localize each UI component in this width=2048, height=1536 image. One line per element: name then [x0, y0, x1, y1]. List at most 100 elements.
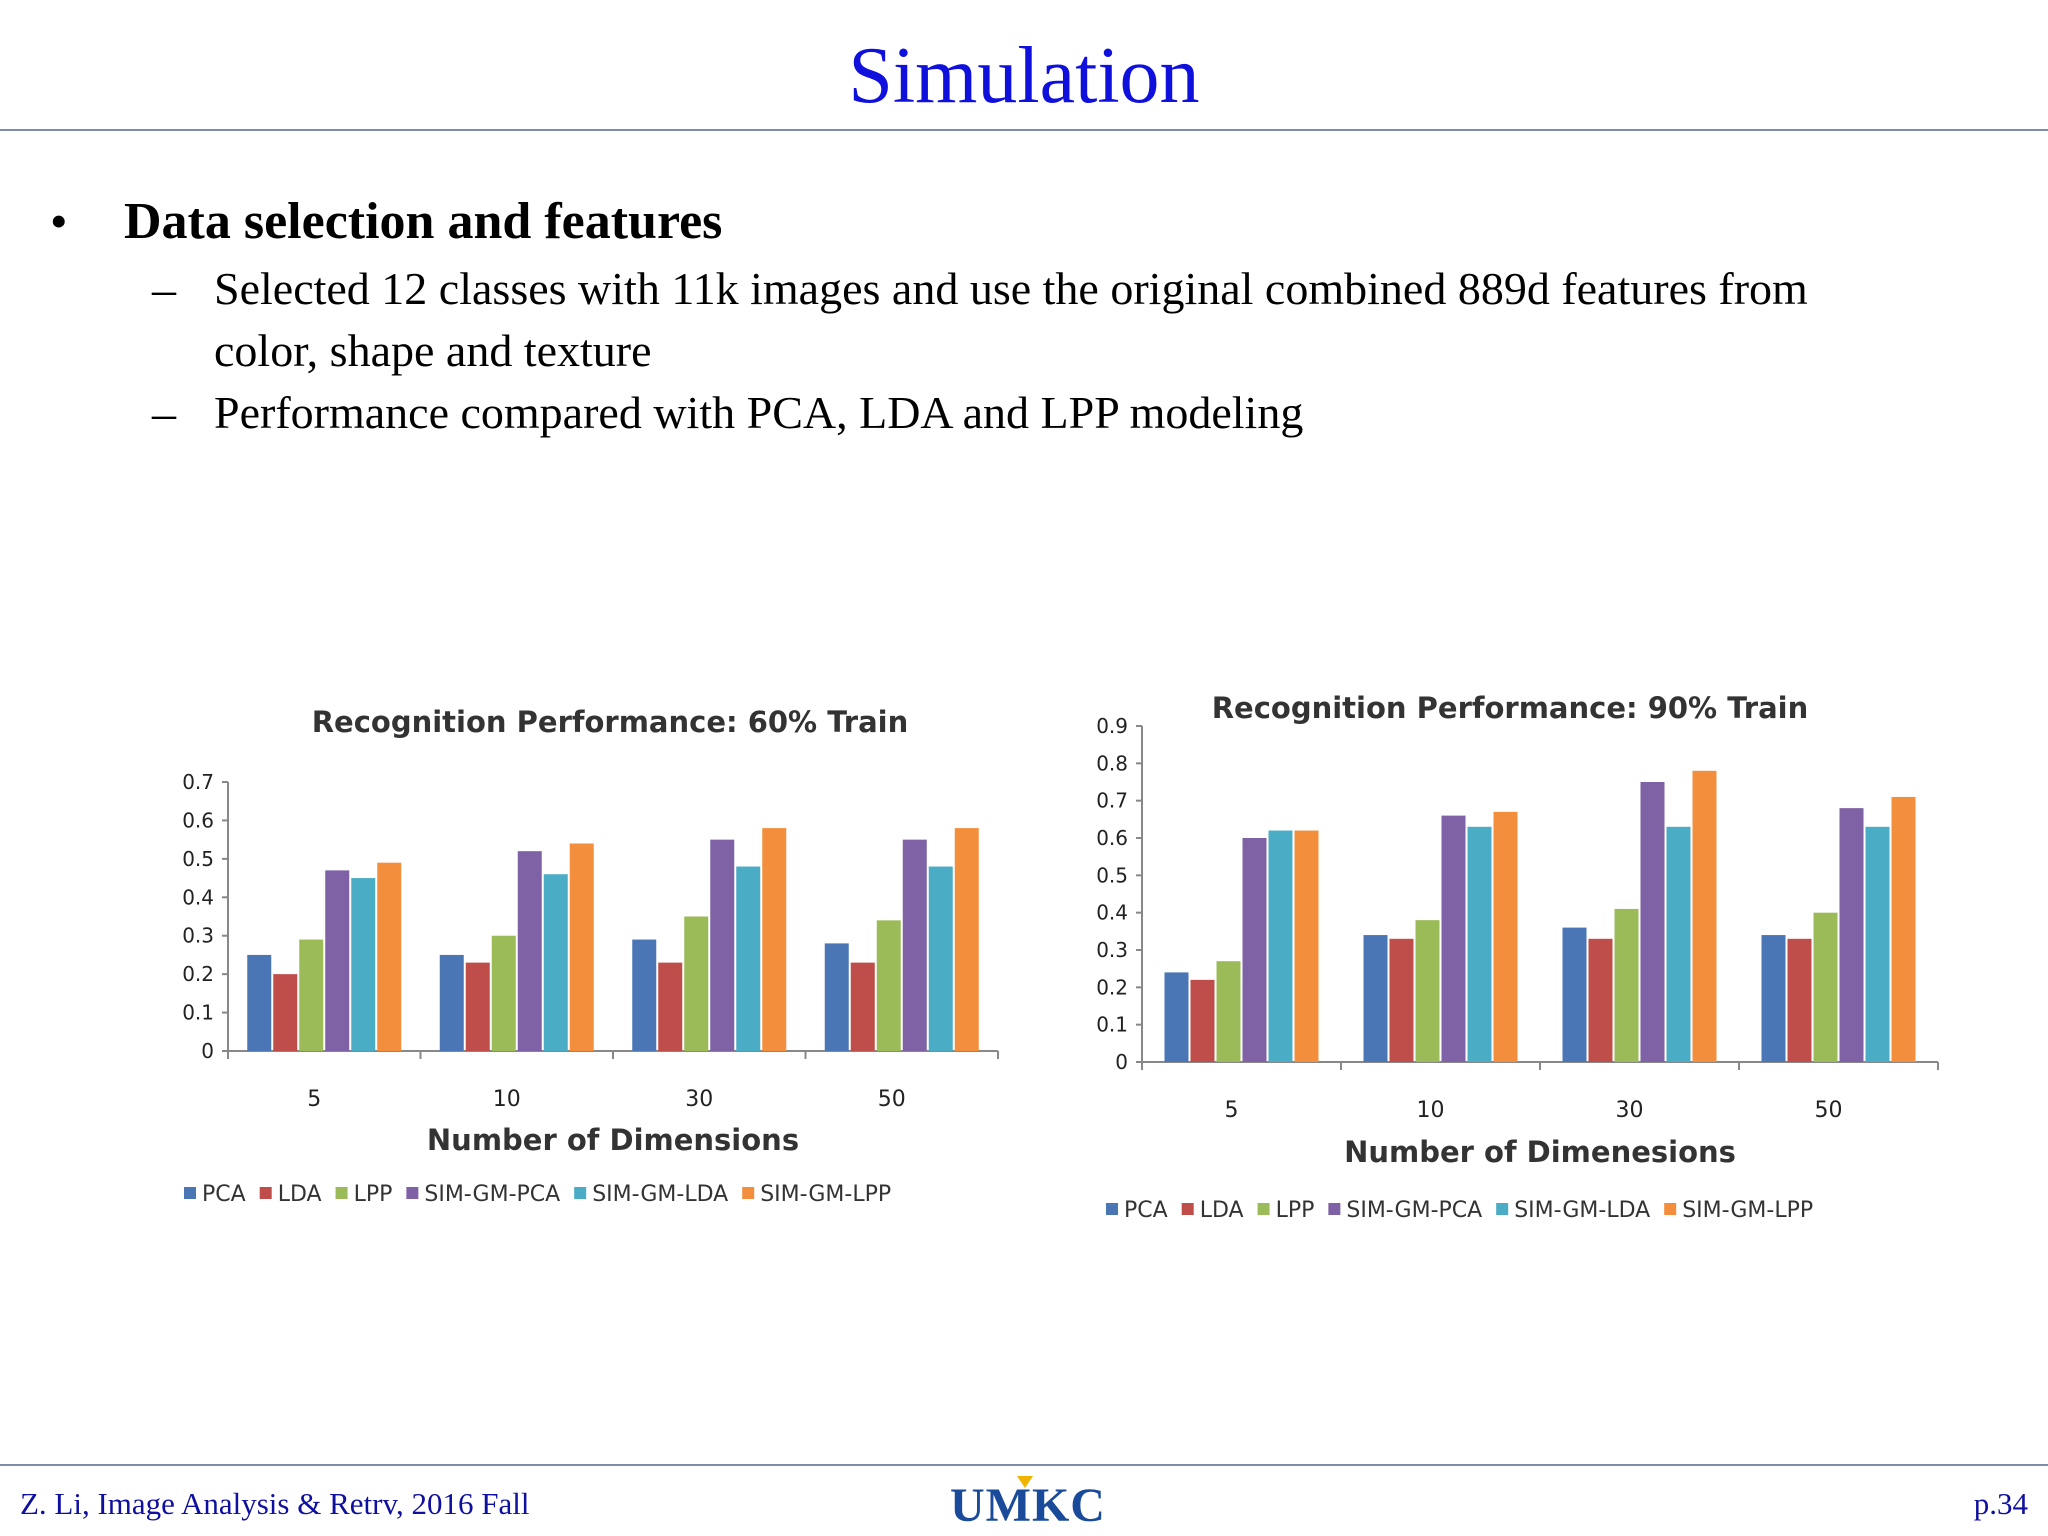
bar-pca-10	[1363, 935, 1388, 1062]
x-tick-label: 30	[685, 1087, 713, 1112]
legend-swatch	[742, 1187, 755, 1199]
legend-label: LPP	[1276, 1198, 1315, 1223]
bar-lpp-50	[1813, 912, 1838, 1062]
legend-label: LPP	[354, 1182, 393, 1207]
bar-sim-gm-lda-5	[351, 878, 376, 1051]
bar-lda-10	[1389, 938, 1414, 1062]
footer-course: Z. Li, Image Analysis & Retrv, 2016 Fall	[20, 1486, 530, 1521]
legend-swatch	[1496, 1203, 1509, 1215]
legend-label: SIM-GM-LPP	[760, 1182, 891, 1207]
bar-lpp-30	[1614, 908, 1639, 1062]
bar-sim-gm-lpp-50	[954, 828, 979, 1051]
bar-pca-10	[439, 954, 464, 1051]
y-tick-label: 0	[1115, 1050, 1128, 1074]
bar-lda-10	[465, 962, 490, 1051]
chart-title: Recognition Performance: 90% Train	[1212, 691, 1809, 725]
bar-sim-gm-lpp-5	[377, 862, 402, 1051]
legend-label: LDA	[278, 1182, 322, 1207]
sub-bullet-marker: –	[152, 263, 176, 316]
x-tick-label: 5	[307, 1087, 321, 1112]
x-tick-label: 30	[1616, 1098, 1644, 1123]
bar-sim-gm-lpp-10	[1493, 811, 1518, 1062]
legend-label: SIM-GM-LPP	[1682, 1198, 1813, 1223]
legend-label: SIM-GM-LDA	[1514, 1198, 1650, 1223]
bar-lda-30	[658, 962, 683, 1051]
sub-bullet-text-1-cont: color, shape and texture	[214, 325, 652, 376]
bar-sim-gm-lpp-30	[1692, 770, 1717, 1062]
legend-label: SIM-GM-PCA	[424, 1182, 560, 1207]
bar-sim-gm-pca-5	[325, 870, 350, 1051]
bar-pca-50	[1761, 935, 1786, 1062]
bar-sim-gm-pca-30	[710, 839, 735, 1051]
bar-sim-gm-lda-10	[1467, 826, 1492, 1062]
sub-bullet-text-2: Performance compared with PCA, LDA and L…	[214, 387, 1304, 438]
legend-swatch	[1181, 1203, 1194, 1215]
bullet-heading: Data selection and features	[124, 193, 723, 250]
legend-swatch	[1106, 1203, 1118, 1215]
y-tick-label: 0.2	[182, 962, 214, 986]
bar-lpp-5	[1216, 961, 1241, 1062]
y-tick-label: 0.5	[1096, 863, 1128, 887]
bar-sim-gm-pca-30	[1640, 782, 1665, 1062]
x-tick-label: 5	[1225, 1098, 1239, 1123]
sub-bullet-marker: –	[152, 387, 176, 440]
x-tick-label: 50	[1815, 1098, 1843, 1123]
footer-page-number: p.34	[1973, 1486, 2028, 1521]
legend-swatch	[1257, 1203, 1270, 1215]
logo-arrow-icon	[1017, 1476, 1033, 1488]
bar-sim-gm-lpp-30	[762, 828, 787, 1051]
slide-title: Simulation	[848, 32, 1200, 120]
bar-pca-50	[824, 943, 849, 1051]
bar-sim-gm-pca-5	[1242, 838, 1267, 1062]
y-tick-label: 0.6	[182, 808, 214, 832]
legend-swatch	[574, 1187, 587, 1199]
bar-sim-gm-pca-10	[517, 851, 542, 1051]
legend-label: LDA	[1200, 1198, 1244, 1223]
y-tick-label: 0.1	[1096, 1013, 1128, 1037]
bar-sim-gm-pca-10	[1441, 815, 1466, 1062]
bar-lpp-5	[299, 939, 324, 1051]
bar-lda-30	[1588, 938, 1613, 1062]
bar-pca-5	[1164, 972, 1189, 1062]
bar-lpp-10	[491, 935, 516, 1051]
bar-lda-5	[273, 974, 298, 1051]
bar-sim-gm-lda-50	[1865, 826, 1890, 1062]
legend-label: SIM-GM-PCA	[1346, 1198, 1482, 1223]
bar-lda-50	[1787, 938, 1812, 1062]
bullet-marker: •	[50, 193, 68, 249]
bar-sim-gm-lpp-50	[1891, 796, 1916, 1062]
y-tick-label: 0.7	[182, 770, 214, 794]
bar-lda-50	[850, 962, 875, 1051]
y-tick-label: 0.8	[1096, 751, 1128, 775]
legend-swatch	[335, 1187, 348, 1199]
bar-sim-gm-lda-5	[1268, 830, 1293, 1062]
bar-sim-gm-lda-50	[928, 866, 953, 1051]
legend-swatch	[184, 1187, 196, 1199]
bar-lpp-50	[876, 920, 901, 1051]
chart-90-train: Recognition Performance: 90% Train 0 0.1 0.…	[1096, 691, 1939, 1223]
y-tick-label: 0.4	[1096, 901, 1128, 925]
y-tick-label: 0	[201, 1039, 214, 1063]
bar-pca-30	[1562, 927, 1587, 1062]
legend-label: SIM-GM-LDA	[592, 1182, 728, 1207]
sub-bullet-text-1: Selected 12 classes with 11k images and …	[214, 263, 1808, 314]
legend-swatch	[406, 1187, 419, 1199]
legend-label: PCA	[202, 1182, 246, 1207]
y-tick-label: 0.9	[1096, 714, 1128, 738]
bar-pca-30	[632, 939, 657, 1051]
bar-sim-gm-lda-30	[1666, 826, 1691, 1062]
x-tick-label: 50	[878, 1087, 906, 1112]
y-tick-label: 0.5	[182, 847, 214, 871]
x-tick-label: 10	[493, 1087, 521, 1112]
legend-swatch	[259, 1187, 272, 1199]
x-axis-label: Number of Dimenesions	[1344, 1135, 1736, 1169]
footer-divider	[0, 1464, 2048, 1466]
y-tick-label: 0.3	[1096, 938, 1128, 962]
x-axis-label: Number of Dimensions	[427, 1123, 799, 1157]
y-tick-label: 0.4	[182, 885, 214, 909]
y-tick-label: 0.7	[1096, 789, 1128, 813]
legend-swatch	[1664, 1203, 1677, 1215]
x-tick-label: 10	[1417, 1098, 1445, 1123]
bar-sim-gm-lda-30	[736, 866, 761, 1051]
y-tick-label: 0.1	[182, 1001, 214, 1025]
